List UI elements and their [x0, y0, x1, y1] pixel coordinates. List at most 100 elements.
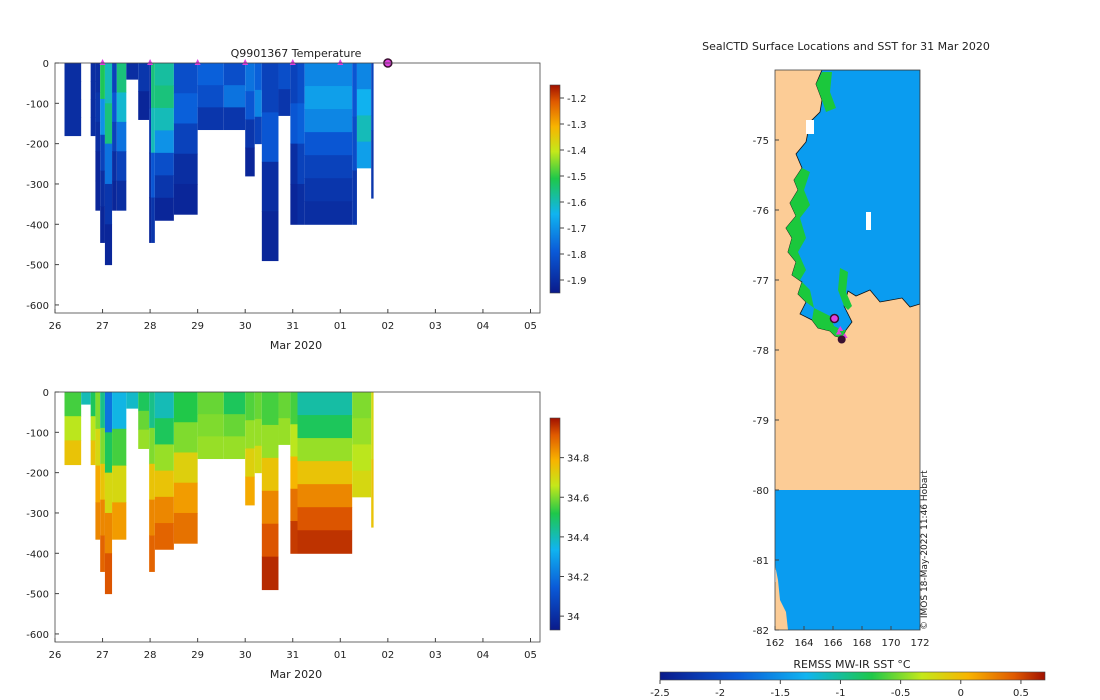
profile-marker: [194, 59, 201, 65]
y-tick-label: -400: [26, 220, 49, 231]
profile-cell: [154, 392, 174, 419]
profile-cell: [261, 523, 279, 558]
profile-cell: [173, 183, 198, 215]
map-y-ticks: -75 -76 -77 -78 -79 -80 -81 -82: [753, 136, 779, 637]
profile-cell: [290, 392, 298, 425]
profile-cell: [100, 170, 105, 208]
profile-cell: [112, 92, 117, 123]
profile-cell: [223, 414, 246, 437]
profile-cell: [104, 183, 113, 225]
y-tick-label: -400: [26, 549, 49, 560]
temperature-y-ticks: 0 -100 -200 -300 -400 -500 -600: [26, 59, 59, 312]
profile-cell: [154, 470, 174, 498]
profile-cell: [81, 392, 91, 405]
x-tick-label: 04: [477, 321, 490, 332]
profile-cell: [261, 63, 279, 113]
map-gap: [866, 212, 871, 230]
map-watermark: © IMOS 18-May-2022 11:46 Hobart: [920, 470, 930, 630]
profile-cell: [116, 121, 127, 152]
profile-cell: [297, 183, 305, 225]
profile-cell: [245, 91, 255, 120]
profile-cell: [100, 134, 105, 172]
colorbar-tick-label: 34.8: [567, 454, 589, 465]
profile-cell: [278, 392, 291, 419]
map-title: SealCTD Surface Locations and SST for 31…: [702, 40, 990, 53]
colorbar-tick-label: -1.6: [567, 198, 587, 209]
profile-cell: [173, 123, 198, 155]
profile-cell: [297, 143, 305, 185]
profile-cell: [297, 103, 305, 145]
temperature-colorbar: [549, 84, 561, 294]
x-tick-label: 02: [381, 321, 394, 332]
profile-cell: [254, 63, 262, 91]
profile-cell: [95, 392, 101, 430]
profile-cell: [64, 99, 82, 118]
profile-cell: [371, 130, 374, 199]
profile-cell: [149, 107, 152, 154]
profile-cell: [104, 432, 113, 474]
sst-colorbar-tick-label: -1.5: [771, 688, 791, 699]
profile-marker: [99, 59, 106, 65]
profile-cell: [261, 112, 279, 163]
colorbar-tick-label: 34.6: [567, 493, 589, 504]
profile-cell: [290, 143, 298, 185]
sst-colorbar-tick-label: -2.5: [650, 688, 670, 699]
profile-cell: [154, 107, 174, 131]
sst-colorbar-tick-label: -1: [835, 688, 845, 699]
profile-cell: [352, 418, 372, 445]
colorbar-tick-label: -1.4: [567, 146, 587, 157]
profile-cell: [290, 488, 298, 522]
profile-cell: [112, 392, 127, 430]
profile-cell: [104, 224, 113, 266]
profile-cell: [173, 452, 198, 484]
profile-cell: [100, 499, 105, 537]
profile-cell: [245, 392, 255, 421]
profile-cell: [245, 448, 255, 478]
profile-cell: [126, 63, 139, 80]
profile-cell: [356, 141, 372, 169]
profile-cell: [290, 63, 298, 104]
profile-cell: [352, 170, 357, 225]
profile-cell: [104, 553, 113, 595]
profile-cell: [104, 63, 113, 104]
profile-cell: [297, 461, 353, 485]
map-y-tick-label: -82: [753, 626, 769, 637]
map-y-tick-label: -77: [753, 276, 769, 287]
x-tick-label: 30: [239, 321, 252, 332]
profile-cell: [297, 484, 353, 508]
profile-cell: [138, 91, 150, 120]
profile-cell: [95, 121, 101, 152]
salinity-y-ticks: 0 -100 -200 -300 -400 -500 -600: [26, 388, 59, 641]
map-track: [829, 313, 848, 344]
profile-cell: [173, 512, 198, 544]
profile-cell: [290, 183, 298, 225]
profile-cell: [116, 151, 127, 182]
profile-cell: [149, 535, 155, 572]
profile-cell: [154, 63, 174, 86]
x-tick-label: 27: [96, 650, 109, 661]
profile-cell: [223, 436, 246, 460]
profile-cell: [64, 392, 82, 417]
sst-colorbar-tick-label: -2: [715, 688, 725, 699]
profile-cell: [151, 152, 155, 199]
profile-cell: [297, 415, 353, 439]
y-tick-label: -300: [26, 509, 49, 520]
profile-cell: [95, 180, 101, 211]
profile-cell: [95, 465, 101, 503]
x-tick-label: 26: [49, 321, 62, 332]
profile-cell: [154, 496, 174, 524]
sst-colorbar-tick-label: 0: [958, 688, 964, 699]
map-x-tick-label: 170: [881, 638, 900, 649]
profile-marker: [337, 59, 344, 65]
profile-cell: [90, 416, 96, 441]
colorbar-tick-label: 34.4: [567, 533, 589, 544]
profile-cell: [149, 392, 155, 429]
y-tick-label: 0: [43, 388, 49, 399]
x-tick-label: 29: [191, 321, 204, 332]
profile-cell: [261, 161, 279, 212]
profile-cell: [154, 175, 174, 199]
profile-cell: [138, 429, 150, 449]
salinity-axes-box: [54, 391, 541, 643]
x-tick-label: 05: [524, 321, 537, 332]
